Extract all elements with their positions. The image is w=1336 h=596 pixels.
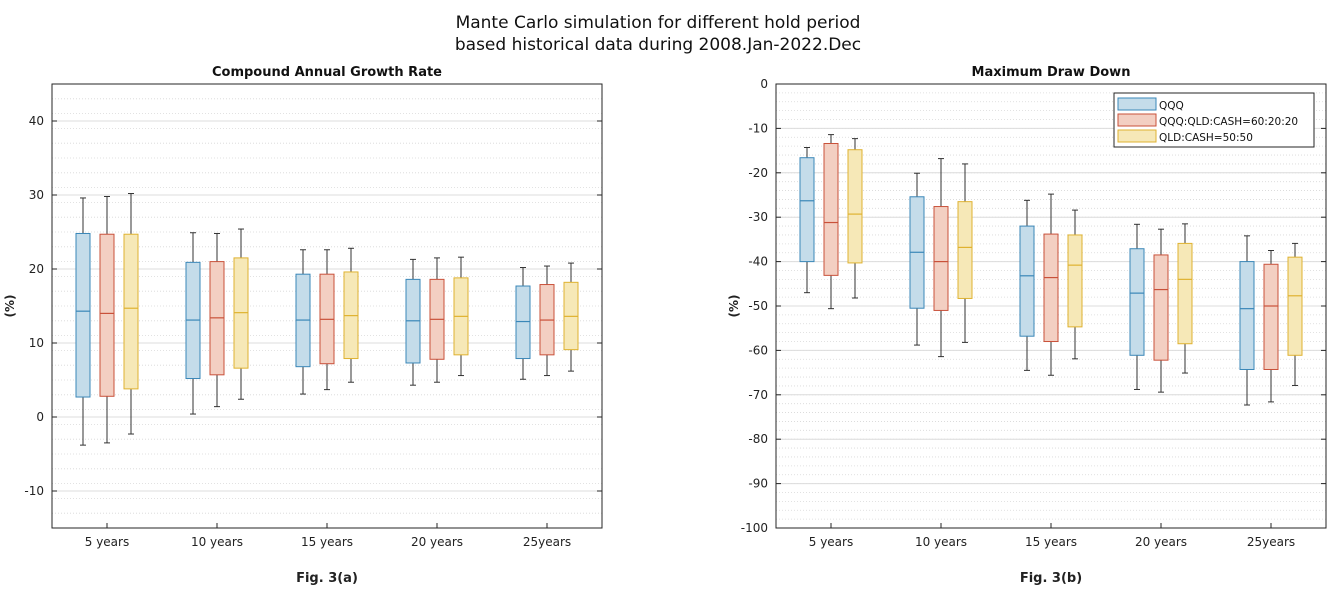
box-iqr — [123, 233, 139, 390]
box-2-15-years — [1043, 193, 1059, 376]
box-3-5-years — [847, 138, 863, 299]
box-1-10-years — [909, 172, 925, 346]
suptitle-line-1: Mante Carlo simulation for different hol… — [455, 13, 861, 33]
figure-suptitle: Mante Carlo simulation for different hol… — [0, 12, 1316, 56]
x-tick-label: 10 years — [191, 535, 243, 549]
box-1-5-years — [75, 197, 91, 446]
y-tick-label: -40 — [748, 255, 768, 269]
box-iqr — [957, 201, 973, 299]
y-tick-label: -60 — [748, 343, 768, 357]
chart-title: Compound Annual Growth Rate — [212, 65, 442, 80]
box-iqr — [847, 149, 863, 264]
box-3-25years — [563, 262, 579, 372]
y-tick-label: -100 — [741, 521, 768, 535]
box-1-10-years — [185, 232, 201, 415]
chart-title: Maximum Draw Down — [972, 65, 1131, 80]
box-iqr — [99, 233, 115, 397]
legend-swatch — [1117, 113, 1157, 127]
box-iqr — [1043, 233, 1059, 343]
box-1-15-years — [295, 249, 311, 395]
box-2-25years — [539, 265, 555, 377]
y-tick-label: -90 — [748, 477, 768, 491]
x-tick-label: 5 years — [85, 535, 129, 549]
box-1-15-years — [1019, 199, 1035, 371]
box-3-15-years — [1067, 209, 1083, 360]
suptitle-line-2: based historical data during 2008.Jan-20… — [454, 35, 862, 55]
y-axis-label: (%) — [3, 295, 17, 318]
box-iqr — [933, 206, 949, 311]
box-3-5-years — [123, 193, 139, 435]
box-1-5-years — [799, 146, 815, 294]
box-2-20-years — [429, 257, 445, 383]
box-2-5-years — [823, 134, 839, 310]
legend-entry-label: QLD:CASH=50:50 — [1159, 132, 1253, 144]
x-tick-label: 5 years — [809, 535, 853, 549]
y-tick-label: -70 — [748, 388, 768, 402]
box-2-20-years — [1153, 228, 1169, 393]
y-tick-label: -80 — [748, 432, 768, 446]
y-tick-label: 0 — [36, 410, 44, 424]
box-1-20-years — [1129, 223, 1145, 390]
x-tick-label: 20 years — [411, 535, 463, 549]
y-tick-label: 20 — [29, 262, 44, 276]
box-1-25years — [515, 267, 531, 380]
y-tick-label: -20 — [748, 166, 768, 180]
y-tick-label: -50 — [748, 299, 768, 313]
y-tick-label: -10 — [24, 484, 44, 498]
figure-caption: Fig. 3(a) — [296, 571, 358, 586]
legend: QQQ QQQ:QLD:CASH=60:20:20 QLD:CASH=50:50 — [1113, 92, 1315, 148]
legend-swatch — [1117, 97, 1157, 111]
y-tick-label: -10 — [748, 121, 768, 135]
box-2-25years — [1263, 250, 1279, 403]
box-2-5-years — [99, 195, 115, 444]
x-tick-label: 15 years — [301, 535, 353, 549]
box-iqr — [1287, 256, 1303, 356]
x-tick-label: 15 years — [1025, 535, 1077, 549]
box-3-10-years — [233, 228, 249, 400]
box-3-15-years — [343, 247, 359, 383]
figure-caption: Fig. 3(b) — [1020, 571, 1082, 586]
box-iqr — [1019, 225, 1035, 337]
box-iqr — [1263, 263, 1279, 370]
box-iqr — [1177, 242, 1193, 345]
legend-swatch — [1117, 129, 1157, 143]
y-tick-label: 0 — [760, 77, 768, 91]
box-iqr — [823, 142, 839, 276]
box-iqr — [799, 157, 815, 263]
box-iqr — [1239, 261, 1255, 370]
box-2-15-years — [319, 249, 335, 391]
y-tick-label: 30 — [29, 188, 44, 202]
box-2-10-years — [209, 232, 225, 408]
box-3-25years — [1287, 242, 1303, 386]
y-tick-label: -30 — [748, 210, 768, 224]
box-3-20-years — [1177, 223, 1193, 374]
legend-entry-label: QQQ — [1159, 100, 1184, 112]
y-tick-label: 40 — [29, 114, 44, 128]
x-tick-label: 25years — [523, 535, 571, 549]
x-tick-label: 25years — [1247, 535, 1295, 549]
y-axis-label: (%) — [727, 295, 741, 318]
box-3-20-years — [453, 256, 469, 377]
box-iqr — [515, 285, 531, 360]
box-iqr — [1067, 234, 1083, 328]
box-3-10-years — [957, 163, 973, 343]
box-iqr — [1153, 254, 1169, 361]
x-tick-label: 20 years — [1135, 535, 1187, 549]
box-2-10-years — [933, 158, 949, 358]
box-1-25years — [1239, 235, 1255, 406]
box-iqr — [1129, 248, 1145, 356]
legend-entry-label: QQQ:QLD:CASH=60:20:20 — [1159, 116, 1298, 128]
box-1-20-years — [405, 258, 421, 386]
box-iqr — [75, 232, 91, 398]
x-tick-label: 10 years — [915, 535, 967, 549]
chart-cagr: -10 0 10 20 30 40 5 years 10 years 15 years 20 ye… — [3, 65, 603, 586]
y-tick-label: 10 — [29, 336, 44, 350]
